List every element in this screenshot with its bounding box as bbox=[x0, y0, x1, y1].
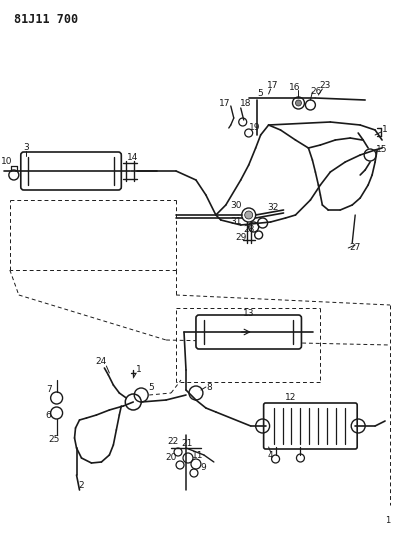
Text: 3: 3 bbox=[23, 143, 29, 152]
Text: 21: 21 bbox=[181, 440, 193, 448]
Text: 17: 17 bbox=[219, 99, 230, 108]
Text: 81J11 700: 81J11 700 bbox=[14, 13, 78, 26]
Text: 8: 8 bbox=[206, 384, 212, 392]
Text: 1: 1 bbox=[382, 125, 388, 134]
Text: 6: 6 bbox=[46, 410, 51, 419]
Text: 29: 29 bbox=[235, 233, 246, 243]
FancyBboxPatch shape bbox=[21, 152, 121, 190]
Text: 5: 5 bbox=[148, 383, 154, 392]
Text: 10: 10 bbox=[1, 157, 13, 166]
Text: 14: 14 bbox=[127, 152, 138, 161]
Text: 23: 23 bbox=[320, 80, 331, 90]
Text: 4: 4 bbox=[268, 450, 273, 459]
Text: 1: 1 bbox=[136, 366, 142, 375]
Text: 22: 22 bbox=[168, 438, 179, 447]
Text: 30: 30 bbox=[230, 200, 242, 209]
Text: 9: 9 bbox=[200, 464, 206, 472]
Text: 5: 5 bbox=[258, 90, 263, 99]
Text: 11: 11 bbox=[192, 451, 204, 461]
Text: 26: 26 bbox=[311, 87, 322, 96]
Text: 25: 25 bbox=[48, 435, 59, 445]
Circle shape bbox=[295, 100, 301, 106]
Text: 15: 15 bbox=[376, 146, 388, 155]
FancyBboxPatch shape bbox=[264, 403, 357, 449]
Text: 12: 12 bbox=[285, 393, 296, 402]
Text: 7: 7 bbox=[46, 385, 51, 394]
Text: 2: 2 bbox=[79, 481, 84, 489]
Text: 16: 16 bbox=[289, 84, 300, 93]
Text: 24: 24 bbox=[96, 358, 107, 367]
FancyBboxPatch shape bbox=[196, 315, 301, 349]
Text: 18: 18 bbox=[240, 99, 251, 108]
Text: 32: 32 bbox=[267, 204, 278, 213]
Text: 1: 1 bbox=[385, 516, 390, 525]
Text: 19: 19 bbox=[249, 124, 261, 133]
Text: 13: 13 bbox=[243, 309, 255, 318]
Text: 28: 28 bbox=[243, 225, 254, 235]
Circle shape bbox=[245, 211, 253, 219]
Text: 31: 31 bbox=[230, 217, 242, 227]
Text: 27: 27 bbox=[350, 244, 361, 253]
Text: 20: 20 bbox=[166, 454, 177, 463]
Text: 17: 17 bbox=[267, 82, 278, 91]
